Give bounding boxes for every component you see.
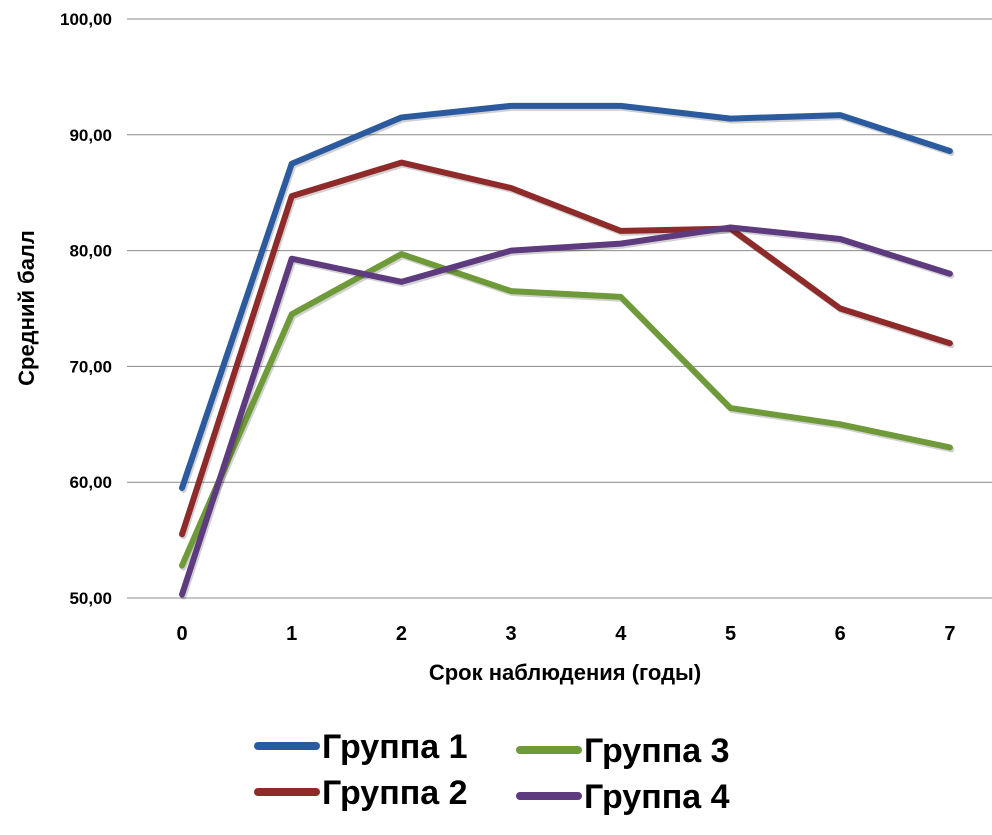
y-tick-label: 90,00 <box>69 126 112 145</box>
x-tick-label: 1 <box>286 623 297 645</box>
y-tick-label: 80,00 <box>69 242 112 261</box>
series-line-1 <box>179 102 953 491</box>
x-axis-title: Срок наблюдения (годы) <box>429 660 701 685</box>
x-axis-ticks: 0 1 2 3 4 5 6 7 <box>176 623 955 645</box>
series-lines <box>179 102 955 600</box>
legend: Группа 1 Группа 2 Группа 3 Группа 4 <box>254 728 730 816</box>
y-axis-title: Средний балл <box>14 230 39 386</box>
legend-label: Группа 1 <box>322 728 468 766</box>
series-line-4 <box>179 224 953 598</box>
legend-label: Группа 2 <box>322 774 468 812</box>
series-shadow-4 <box>180 226 955 600</box>
legend-item-4: Группа 4 <box>516 778 730 816</box>
y-tick-label: 70,00 <box>69 357 112 376</box>
legend-label: Группа 4 <box>584 778 730 816</box>
x-tick-label: 2 <box>396 623 407 645</box>
y-tick-label: 60,00 <box>69 473 112 492</box>
legend-item-1: Группа 1 <box>254 728 468 766</box>
x-tick-label: 0 <box>176 623 187 645</box>
x-tick-label: 5 <box>725 623 736 645</box>
x-tick-label: 7 <box>944 623 955 645</box>
x-tick-label: 3 <box>506 623 517 645</box>
y-tick-label: 100,00 <box>60 10 112 29</box>
legend-item-2: Группа 2 <box>254 774 468 812</box>
legend-label: Группа 3 <box>584 732 730 770</box>
x-tick-label: 4 <box>615 623 627 645</box>
series-line-3 <box>179 251 953 569</box>
y-tick-label: 50,00 <box>69 589 112 608</box>
series-shadow-2 <box>180 161 955 540</box>
x-tick-label: 6 <box>835 623 846 645</box>
legend-item-3: Группа 3 <box>516 732 730 770</box>
y-axis-ticks: 50,00 60,00 70,00 80,00 90,00 100,00 <box>60 10 112 608</box>
series-line-2 <box>179 159 953 538</box>
